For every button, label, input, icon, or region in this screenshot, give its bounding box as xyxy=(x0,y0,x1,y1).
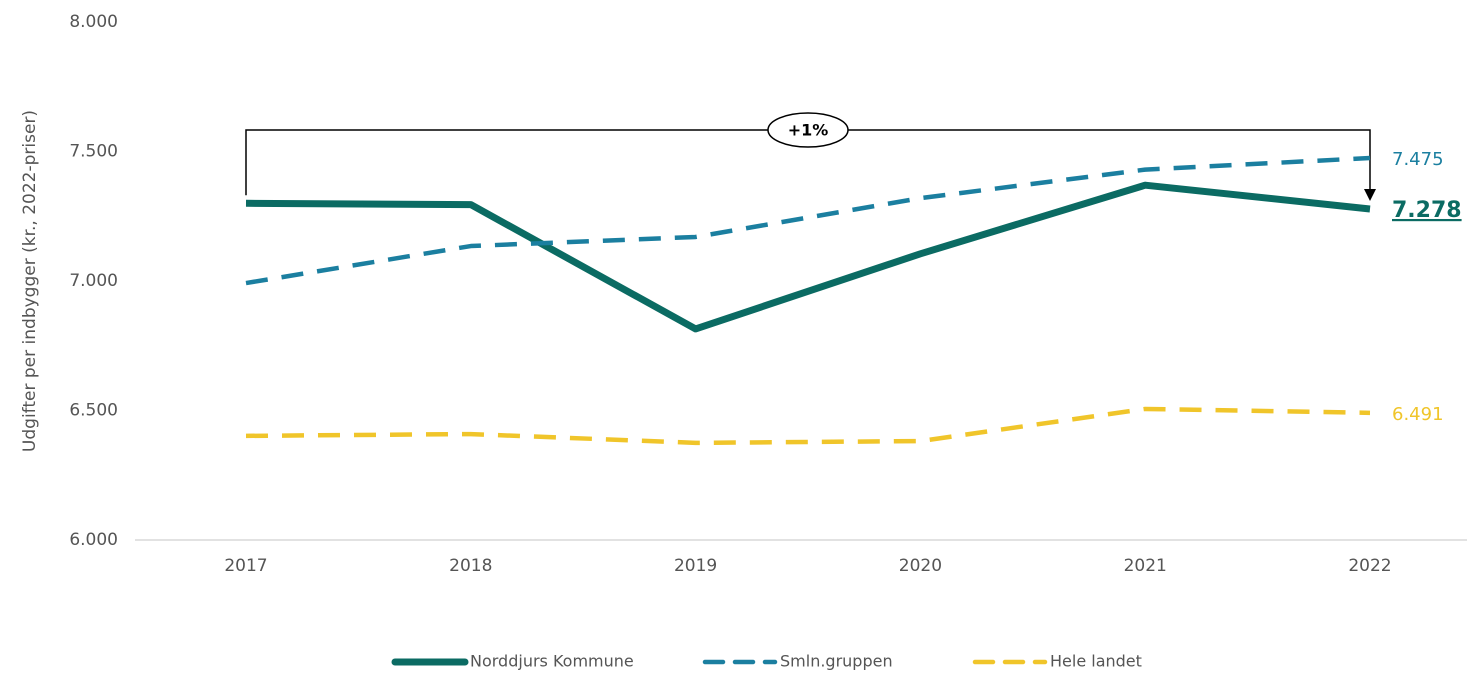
value-label: 7.278 xyxy=(1392,198,1462,223)
y-tick-label: 7.500 xyxy=(69,142,118,162)
annotation-bubble xyxy=(767,112,849,148)
series-line xyxy=(245,155,1371,286)
annotation-arrow xyxy=(1364,188,1376,201)
y-axis-label: Udgifter per indbygger (kr., 2022-priser… xyxy=(20,110,40,452)
x-tick-label: 2019 xyxy=(674,556,717,576)
series-line xyxy=(245,406,1371,446)
legend-label: Smln.gruppen xyxy=(780,652,893,671)
legend-label: Hele landet xyxy=(1050,652,1142,671)
value-label: 7.475 xyxy=(1392,149,1444,170)
value-label: 6.491 xyxy=(1392,404,1444,425)
y-tick-label: 6.000 xyxy=(69,530,118,550)
legend-label: Norddjurs Kommune xyxy=(470,652,634,671)
x-tick-label: 2017 xyxy=(224,556,267,576)
x-tick-label: 2018 xyxy=(449,556,492,576)
x-tick-label: 2020 xyxy=(899,556,942,576)
series-line xyxy=(245,181,1371,333)
y-tick-label: 8.000 xyxy=(69,12,118,32)
annotation-text: +1% xyxy=(788,121,829,140)
x-tick-label: 2021 xyxy=(1124,556,1167,576)
y-tick-label: 7.000 xyxy=(69,271,118,291)
x-tick-label: 2022 xyxy=(1348,556,1391,576)
y-tick-label: 6.500 xyxy=(69,401,118,421)
